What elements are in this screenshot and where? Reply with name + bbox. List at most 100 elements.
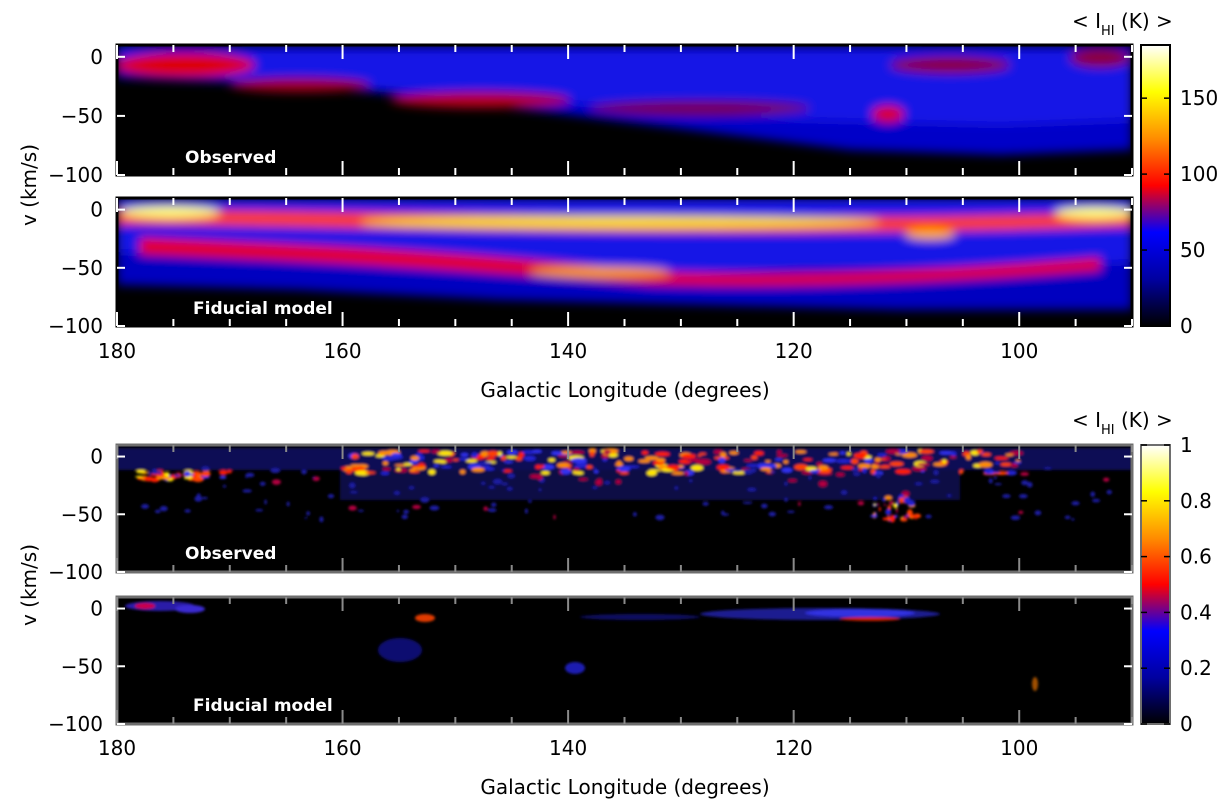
emission-speckle: [505, 455, 518, 459]
panel-top-model: 0 −50 −100 Fiducial model: [48, 196, 1134, 338]
colorbar-tick-label: 150: [1180, 86, 1218, 110]
emission-speckle: [995, 461, 1000, 465]
emission-speckle: [396, 509, 400, 513]
emission-speckle: [885, 508, 892, 515]
emission-speckle: [615, 479, 621, 484]
emission-speckle: [515, 456, 523, 461]
emission-speckle: [365, 471, 376, 474]
emission-speckle: [1000, 462, 1012, 467]
emission-speckle: [1018, 494, 1028, 499]
emission-speckle: [851, 467, 860, 472]
x-tick-label: 160: [323, 339, 361, 363]
emission-speckle: [823, 505, 834, 510]
emission-speckle: [154, 509, 161, 514]
emission-speckle: [1005, 453, 1014, 457]
emission-feature: [415, 614, 435, 622]
emission-speckle: [570, 457, 587, 464]
x-axis-label: Galactic Longitude (degrees): [480, 775, 769, 799]
emission-feature: [805, 609, 915, 617]
emission-speckle: [523, 455, 536, 462]
emission-speckle: [1071, 518, 1075, 521]
emission-speckle: [732, 471, 746, 475]
emission-speckle: [528, 500, 532, 503]
emission-speckle: [899, 497, 904, 504]
emission-speckle: [655, 514, 665, 521]
emission-speckle: [836, 472, 845, 477]
y-ticks: 0 −50 −100: [48, 597, 1132, 736]
emission-speckle: [912, 466, 927, 471]
heatmap-emission: [125, 601, 1038, 691]
panel-bottom-observed: 0 −50 −100 Observed: [48, 443, 1134, 584]
emission-speckle: [1071, 501, 1080, 506]
emission-speckle: [391, 452, 402, 457]
emission-speckle: [721, 510, 725, 515]
emission-speckle: [351, 453, 359, 460]
emission-speckle: [878, 465, 891, 469]
emission-speckle: [420, 497, 430, 503]
emission-speckle: [716, 464, 730, 471]
x-tick-label: 120: [775, 736, 813, 760]
emission-speckle: [478, 462, 493, 465]
emission-speckle: [586, 465, 593, 469]
panel-label: Fiducial model: [193, 696, 333, 716]
emission-speckle: [223, 484, 226, 488]
emission-speckle: [524, 508, 528, 514]
emission-speckle: [876, 503, 880, 506]
emission-speckle: [452, 458, 459, 461]
emission-speckle: [624, 456, 634, 461]
emission-speckle: [981, 452, 992, 457]
emission-speckle: [1064, 515, 1071, 520]
emission-speckle: [465, 459, 478, 463]
emission-core: [360, 216, 880, 228]
emission-speckle: [578, 478, 588, 481]
emission-speckle: [857, 501, 865, 506]
emission-speckle: [518, 452, 524, 458]
emission-speckle: [858, 463, 871, 469]
emission-speckle: [889, 461, 904, 467]
emission-speckle: [966, 454, 971, 460]
emission-speckle: [853, 472, 861, 476]
emission-speckle: [245, 472, 255, 478]
emission-speckle: [497, 451, 502, 456]
emission-speckle: [747, 487, 757, 492]
emission-speckle: [573, 467, 580, 472]
emission-clump: [230, 78, 370, 92]
emission-speckle: [873, 503, 876, 507]
panel-label: Observed: [185, 544, 276, 564]
emission-speckle: [135, 469, 146, 474]
emission-speckle: [410, 455, 420, 461]
emission-speckle: [173, 474, 181, 477]
y-tick-label: 0: [90, 198, 103, 222]
x-tick-label: 180: [98, 736, 136, 760]
emission-speckle: [894, 514, 898, 518]
emission-speckle: [440, 465, 452, 469]
emission-speckle: [1103, 477, 1110, 482]
emission-speckle: [312, 476, 315, 479]
emission-speckle: [589, 451, 595, 457]
emission-speckle: [817, 465, 829, 471]
emission-speckle: [993, 476, 997, 480]
emission-speckle: [348, 505, 357, 511]
emission-speckle: [742, 501, 753, 505]
emission-speckle: [437, 450, 453, 456]
emission-speckle: [219, 475, 227, 479]
emission-speckle: [689, 479, 693, 483]
emission-speckle: [794, 464, 808, 471]
emission-speckle: [870, 514, 878, 518]
emission-speckle: [562, 461, 573, 464]
emission-speckle: [646, 470, 657, 476]
emission-speckle: [1043, 467, 1052, 470]
emission-speckle: [929, 479, 940, 484]
emission-speckle: [939, 451, 954, 455]
emission-speckle: [1021, 480, 1029, 486]
emission-speckle: [925, 514, 932, 519]
heatmap-emission: [117, 448, 1132, 523]
emission-speckle: [412, 504, 421, 510]
emission-speckle: [903, 496, 911, 504]
emission-speckle: [255, 508, 264, 512]
x-tick-label: 120: [775, 339, 813, 363]
emission-speckle: [840, 490, 848, 495]
emission-speckle: [733, 469, 743, 472]
emission-speckle: [382, 461, 389, 466]
